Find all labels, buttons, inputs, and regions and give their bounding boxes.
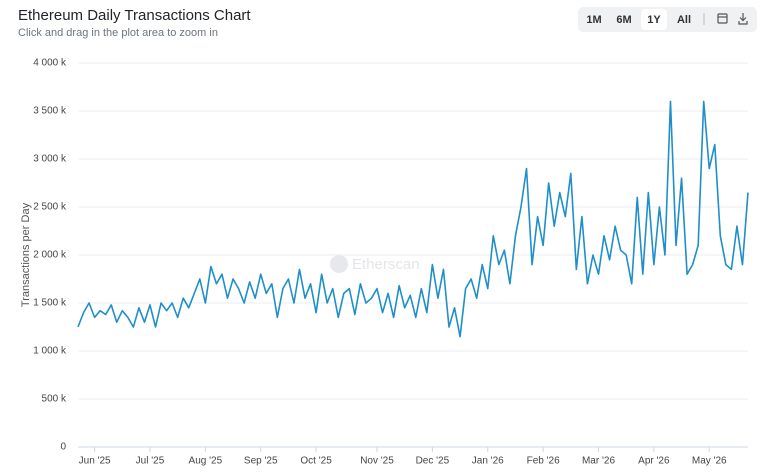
y-tick-label: 3 000 k bbox=[33, 154, 67, 165]
x-tick-label: Jul '25 bbox=[136, 456, 165, 467]
x-tick-label: Dec '25 bbox=[416, 456, 450, 467]
x-tick-label: Mar '26 bbox=[582, 456, 615, 467]
y-tick-label: 0 bbox=[60, 442, 66, 453]
calendar-icon[interactable] bbox=[717, 13, 728, 24]
y-axis-title: Transactions per Day bbox=[20, 202, 32, 307]
download-icon[interactable] bbox=[738, 13, 748, 25]
range-button[interactable]: 1M bbox=[586, 14, 601, 26]
range-button[interactable]: 1Y bbox=[647, 14, 661, 26]
toolbar-buttons: 1M 6M 1Y All bbox=[586, 9, 691, 30]
line bbox=[77, 100, 749, 338]
range-button[interactable]: All bbox=[677, 14, 691, 26]
range-button-selected bbox=[641, 9, 667, 30]
x-tick-label: Feb '26 bbox=[527, 456, 560, 467]
chart-title: Ethereum Daily Transactions Chart bbox=[18, 7, 251, 24]
x-tick-label: Apr '26 bbox=[638, 456, 670, 467]
x-tick-label: Jun '25 bbox=[79, 456, 111, 467]
toolbar bbox=[578, 7, 757, 32]
watermark-logo bbox=[330, 255, 348, 273]
x-tick-label: Oct '25 bbox=[300, 456, 332, 467]
x-tick-label: Sep '25 bbox=[244, 456, 278, 467]
y-tick-label: 3 500 k bbox=[33, 106, 67, 117]
y-tick-label: 4 000 k bbox=[33, 58, 67, 69]
y-tick-label: 2 500 k bbox=[33, 202, 67, 213]
x-tick-label: Aug '25 bbox=[189, 456, 223, 467]
watermark: Etherscan bbox=[352, 256, 420, 273]
x-tick-label: Nov '25 bbox=[360, 456, 394, 467]
x-tick-label: Jan '26 bbox=[472, 456, 504, 467]
y-tick-label: 1 500 k bbox=[33, 298, 67, 309]
range-button[interactable]: 6M bbox=[616, 14, 631, 26]
y-tick-label: 2 000 k bbox=[33, 250, 67, 261]
y-tick-label: 500 k bbox=[42, 394, 67, 405]
chart-subtitle: Click and drag in the plot area to zoom … bbox=[18, 27, 218, 39]
x-tick-label: May '26 bbox=[692, 456, 727, 467]
y-tick-label: 1 000 k bbox=[33, 346, 67, 357]
